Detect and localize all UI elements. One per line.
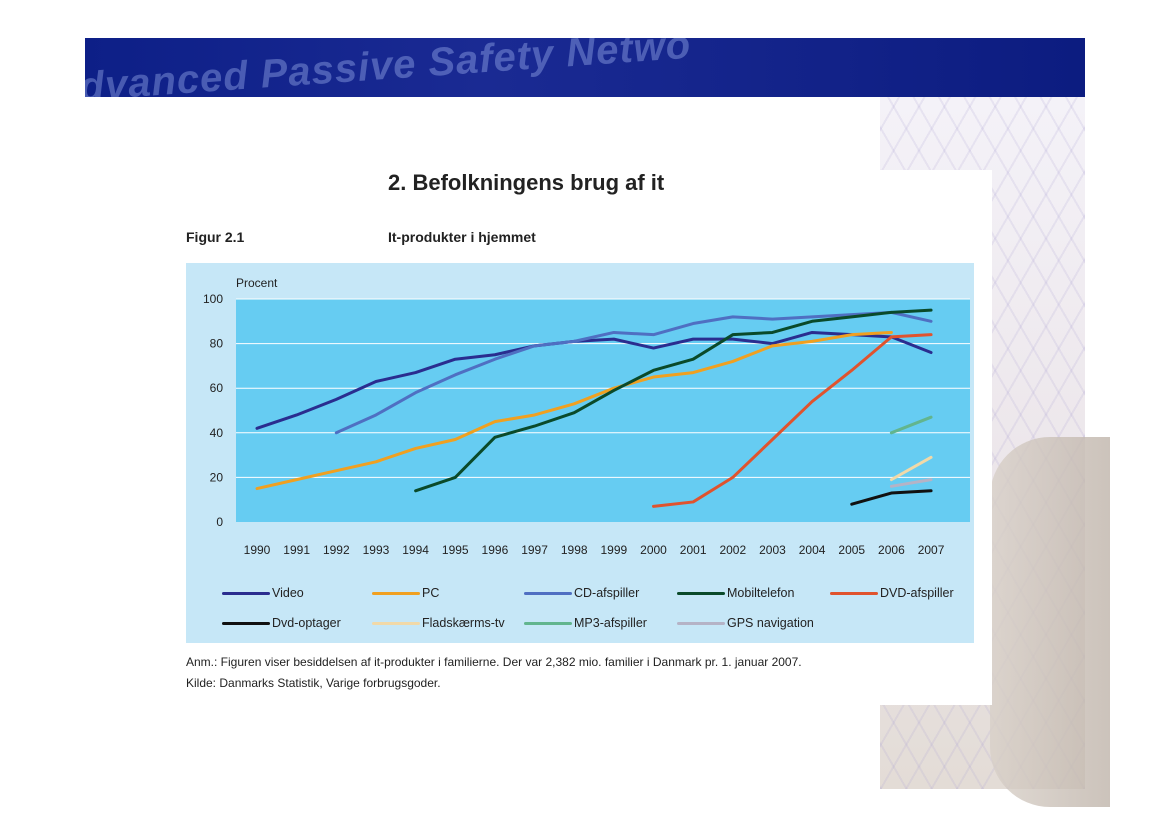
plot-area <box>236 299 970 522</box>
legend-swatch <box>524 621 572 625</box>
series-line-gps-navigation <box>889 478 933 488</box>
figure-source: Kilde: Danmarks Statistik, Varige forbru… <box>186 676 441 690</box>
legend-item-video: Video <box>222 584 304 602</box>
legend-item-fladsk-rms-tv: Fladskærms-tv <box>372 614 505 632</box>
y-tick-label: 40 <box>210 426 224 440</box>
legend-item-gps-navigation: GPS navigation <box>677 614 814 632</box>
legend-item-dvd-afspiller: DVD-afspiller <box>830 584 954 602</box>
x-tick-label: 2007 <box>918 543 945 557</box>
x-tick-label: 1993 <box>363 543 390 557</box>
legend-item-dvd-optager: Dvd-optager <box>222 614 341 632</box>
legend-swatch <box>372 621 420 625</box>
x-tick-label: 2004 <box>799 543 826 557</box>
legend-item-mobiltelefon: Mobiltelefon <box>677 584 794 602</box>
figure-note: Anm.: Figuren viser besiddelsen af it-pr… <box>186 655 802 669</box>
legend-label: DVD-afspiller <box>880 586 954 600</box>
x-tick-label: 1995 <box>442 543 469 557</box>
x-tick-label: 2006 <box>878 543 905 557</box>
x-tick-label: 2005 <box>838 543 865 557</box>
x-tick-label: 1994 <box>402 543 429 557</box>
legend-item-mp3-afspiller: MP3-afspiller <box>524 614 647 632</box>
y-tick-label: 0 <box>216 515 223 529</box>
figure-title: It-produkter i hjemmet <box>388 229 536 245</box>
legend-label: PC <box>422 586 440 600</box>
legend-label: MP3-afspiller <box>574 616 647 630</box>
legend-label: GPS navigation <box>727 616 814 630</box>
x-tick-label: 1991 <box>283 543 310 557</box>
decorative-figure <box>990 437 1110 807</box>
y-tick-label: 60 <box>210 381 224 395</box>
x-tick-label: 2002 <box>719 543 746 557</box>
figure-label: Figur 2.1 <box>186 229 245 245</box>
x-tick-label: 2003 <box>759 543 786 557</box>
page-heading: 2. Befolkningens brug af it <box>388 170 665 195</box>
x-tick-label: 1997 <box>521 543 548 557</box>
legend-label: Mobiltelefon <box>727 586 795 600</box>
series-line-mp3-afspiller <box>889 415 933 435</box>
legend-item-pc: PC <box>372 584 439 602</box>
series-line-fladsk-rms-tv <box>889 455 933 482</box>
x-tick-label: 1999 <box>600 543 627 557</box>
series-line-dvd-optager <box>850 489 933 506</box>
legend-swatch <box>677 591 725 595</box>
series-line-dvd-afspiller <box>652 333 933 508</box>
y-tick-label: 80 <box>210 337 224 351</box>
legend-label: Fladskærms-tv <box>422 616 505 630</box>
legend-swatch <box>677 621 725 625</box>
chart-legend: Video PC CD-afspiller Mobiltelefon DVD-afspi… <box>222 584 972 634</box>
y-tick-label: 100 <box>203 292 223 306</box>
legend-swatch <box>222 621 270 625</box>
x-tick-label: 1996 <box>482 543 509 557</box>
series-line-mobiltelefon <box>414 308 933 493</box>
legend-swatch <box>372 591 420 595</box>
series-line-pc <box>255 330 893 491</box>
legend-swatch <box>524 591 572 595</box>
x-tick-label: 2000 <box>640 543 667 557</box>
legend-item-cd-afspiller: CD-afspiller <box>524 584 639 602</box>
legend-label: Video <box>272 586 304 600</box>
legend-swatch <box>222 591 270 595</box>
banner-watermark: dvanced Passive Safety Netwo <box>85 38 693 97</box>
x-tick-label: 2001 <box>680 543 707 557</box>
header-banner: dvanced Passive Safety Netwo <box>85 38 1085 97</box>
legend-label: CD-afspiller <box>574 586 640 600</box>
chart-panel: 0 20 40 60 80 100 Procent 1990 1991 1992 1993 1994 1… <box>186 263 974 643</box>
x-tick-label: 1990 <box>244 543 271 557</box>
x-tick-label: 1998 <box>561 543 588 557</box>
legend-label: Dvd-optager <box>272 616 341 630</box>
legend-swatch <box>830 591 878 595</box>
x-tick-label: 1992 <box>323 543 350 557</box>
y-axis-label: Procent <box>236 276 278 290</box>
line-chart: 0 20 40 60 80 100 Procent 1990 1991 1992 1993 1994 1… <box>203 276 970 557</box>
y-tick-label: 20 <box>210 470 224 484</box>
series-line-cd-afspiller <box>334 310 933 435</box>
series-line-video <box>255 330 933 430</box>
